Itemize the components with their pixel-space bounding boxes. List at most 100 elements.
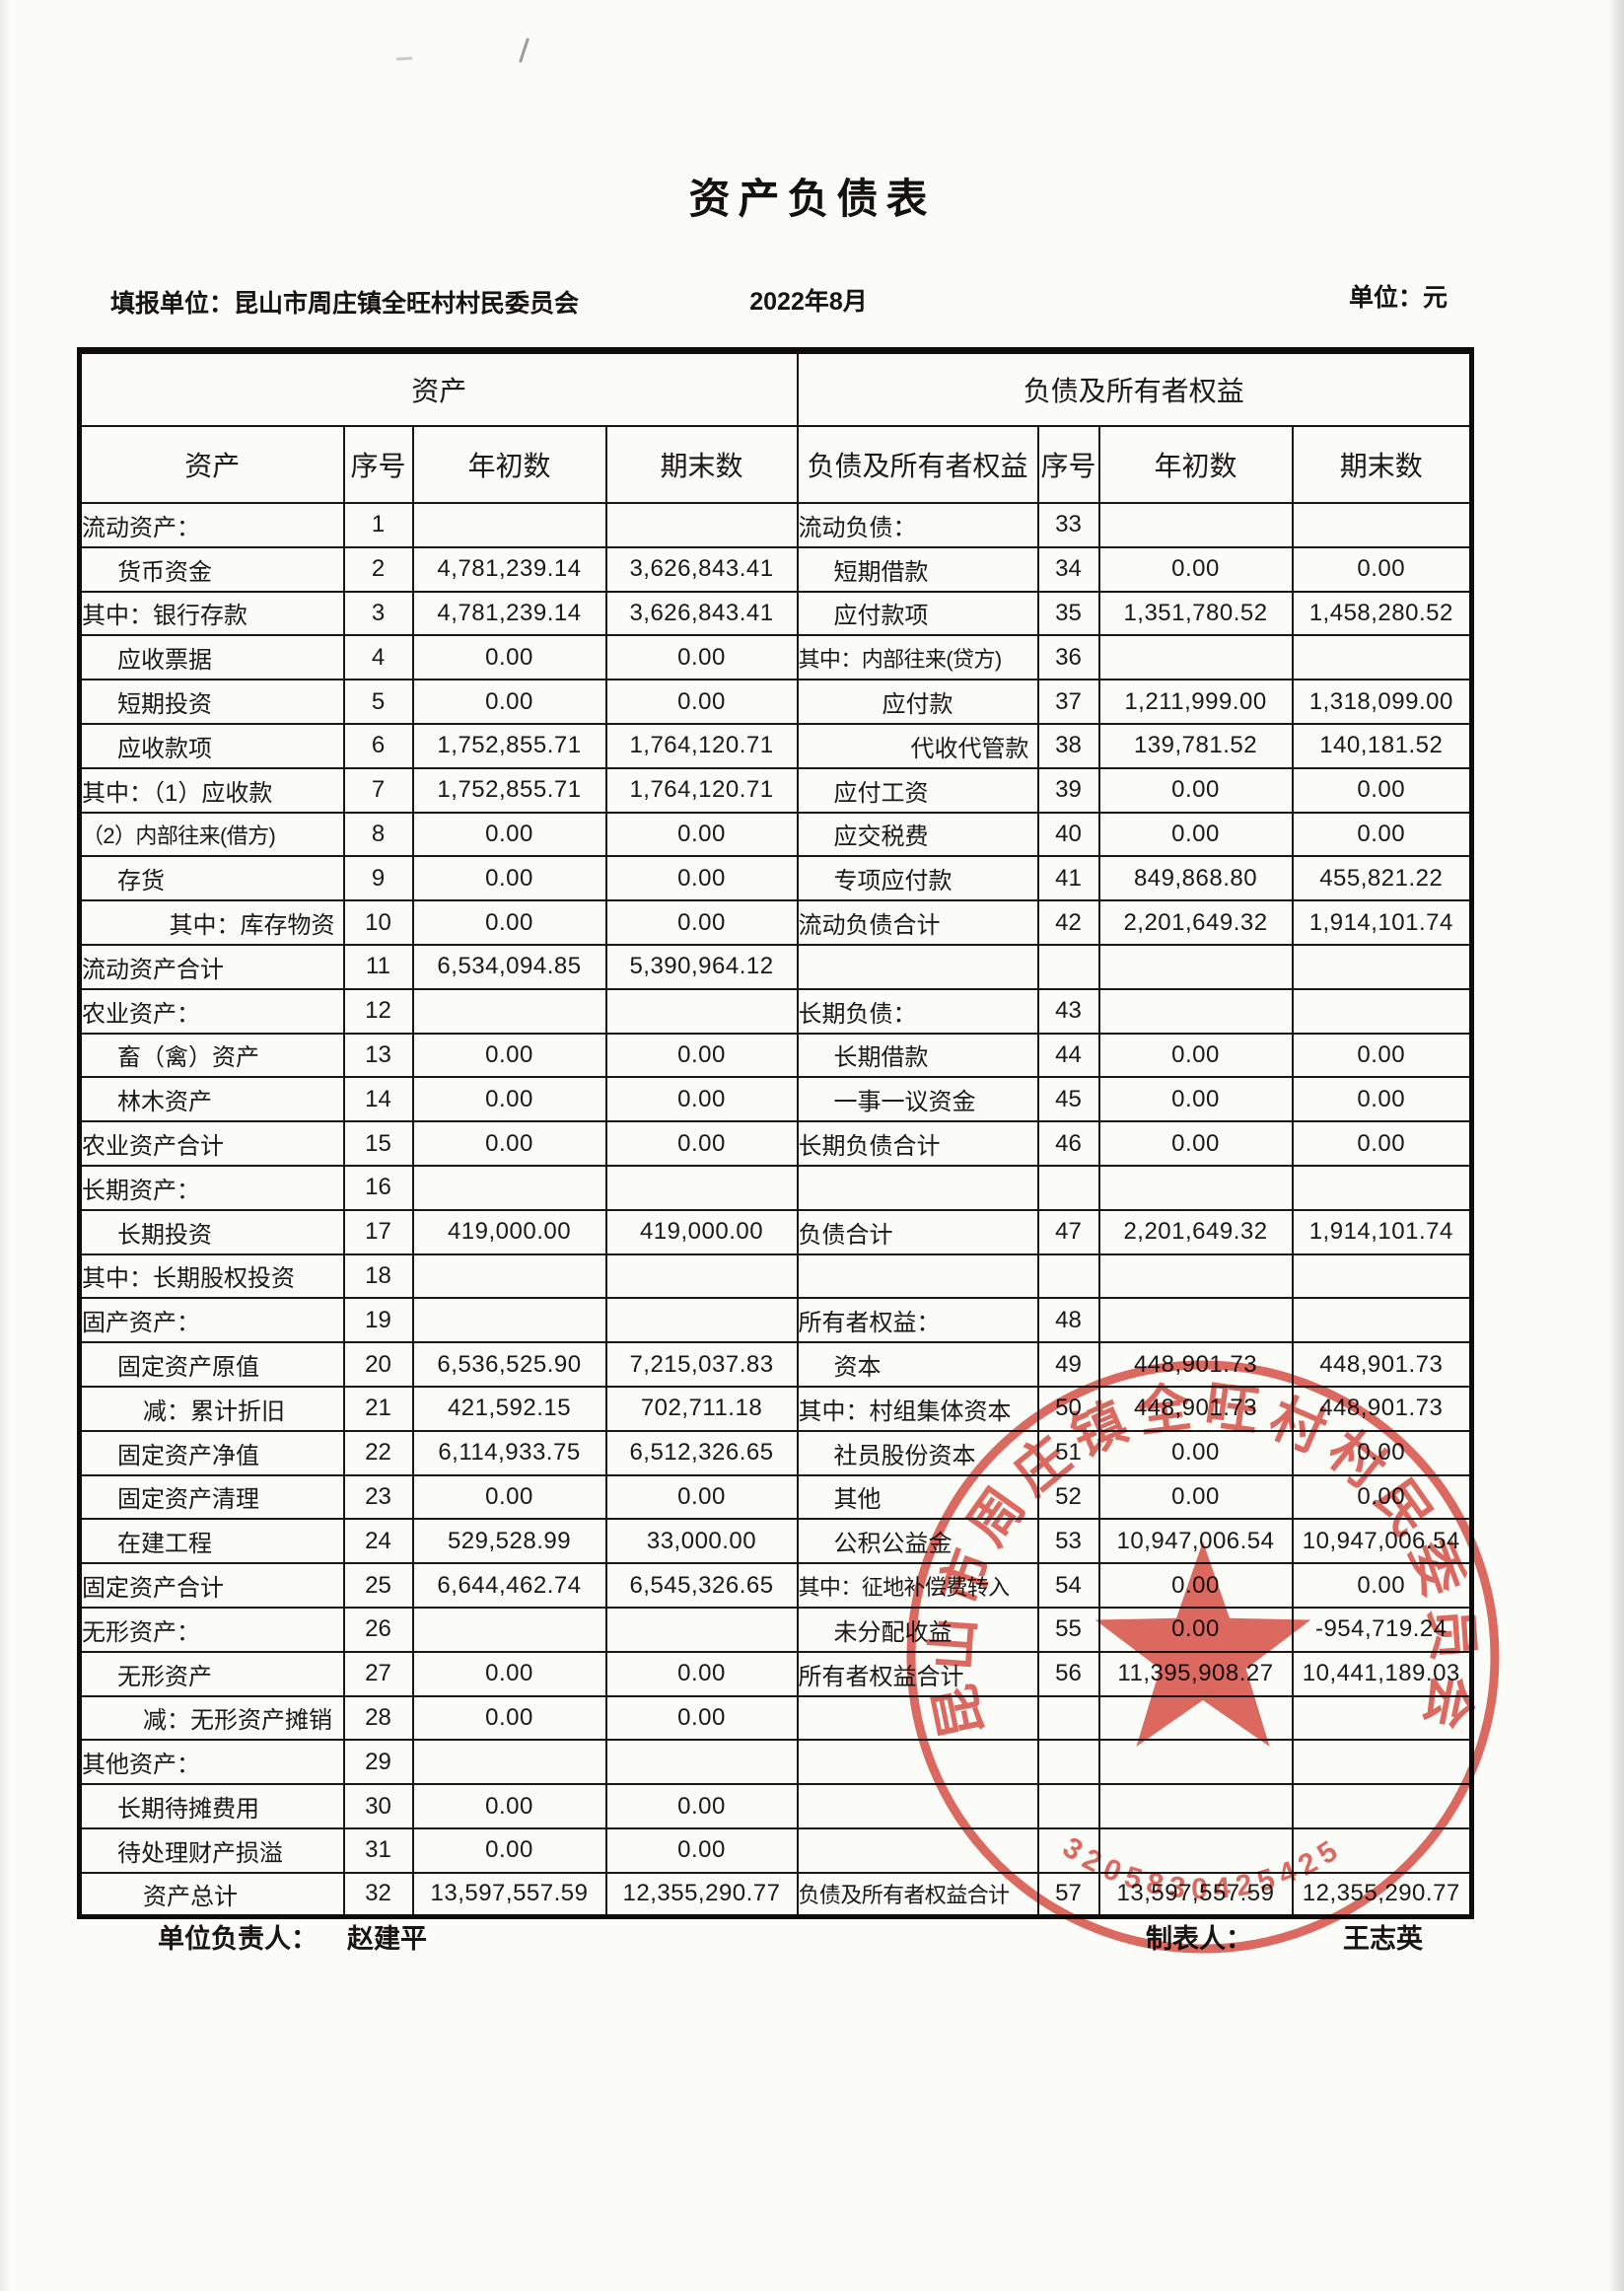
table-row: 流动资产合计 11 6,534,094.85 5,390,964.12: [78, 943, 1473, 990]
row-label: 所有者权益：: [796, 1297, 1039, 1344]
end-value: 0.00: [1291, 545, 1473, 593]
end-value: 0.00: [604, 1120, 799, 1167]
row-label: 应收款项: [78, 722, 345, 769]
row-label: 长期借款: [796, 1032, 1039, 1079]
end-value: [604, 1164, 799, 1211]
page-title: 资产负债表: [688, 176, 936, 222]
row-seq: 17: [342, 1208, 414, 1255]
table-row: 长期投资 17 419,000.00 419,000.00 负债合计 47 2,201,64…: [78, 1208, 1473, 1255]
row-seq: 3: [342, 590, 414, 637]
begin-value: [1097, 1826, 1294, 1874]
end-value: 5,390,964.12: [604, 943, 799, 990]
row-label: 长期资产：: [78, 1164, 345, 1211]
table-row: 短期投资 5 0.00 0.00 应付款 37 1,211,999.00 1,318,099.…: [78, 679, 1473, 725]
begin-value: 448,901.73: [1097, 1385, 1294, 1432]
col-header-seq: 序号: [1036, 425, 1100, 504]
begin-value: 849,868.80: [1097, 855, 1294, 902]
row-label: [796, 943, 1039, 990]
end-value: 455,821.22: [1291, 855, 1473, 902]
col-header-asset: 资产: [78, 425, 345, 504]
row-seq: 32: [342, 1871, 414, 1918]
row-label: 负债及所有者权益合计: [796, 1871, 1039, 1918]
row-seq: 23: [342, 1473, 414, 1521]
row-seq: 53: [1036, 1518, 1100, 1565]
end-value: [1291, 987, 1473, 1035]
table-row: 其他资产： 29: [78, 1739, 1473, 1786]
end-value: 1,914,101.74: [1291, 1208, 1473, 1255]
table-row: 农业资产： 12 长期负债： 43: [78, 987, 1473, 1035]
row-seq: [1036, 943, 1100, 990]
end-value: 702,711.18: [604, 1385, 799, 1432]
scan-artifact: [519, 37, 530, 63]
row-label: 资本: [796, 1341, 1039, 1388]
begin-value: 0.00: [1097, 1032, 1294, 1079]
row-seq: 39: [1036, 766, 1100, 814]
row-label: 其中：内部往来(贷方): [796, 634, 1039, 681]
end-value: [1291, 502, 1473, 548]
begin-value: 0.00: [411, 1694, 607, 1742]
row-label: 货币资金: [78, 545, 345, 593]
row-seq: 30: [342, 1783, 414, 1829]
row-label: 其中：（1）应收款: [78, 766, 345, 814]
end-value: 6,512,326.65: [604, 1429, 799, 1476]
report-subheader: 填报单位：昆山市周庄镇全旺村村民委员会 2022年8月 单位：元: [0, 278, 1624, 318]
row-seq: 31: [342, 1826, 414, 1874]
row-seq: 49: [1036, 1341, 1100, 1388]
row-label: [796, 1164, 1039, 1211]
row-label: 固产资产：: [78, 1297, 345, 1344]
begin-value: 0.00: [1097, 1473, 1294, 1521]
balance-sheet-table: 资产 负债及所有者权益 资产 序号 年初数 期末数 负债及所有者权益 序号 年初…: [77, 347, 1475, 1919]
row-label: 其中：长期股权投资: [78, 1253, 345, 1300]
row-label: 固定资产净值: [78, 1429, 345, 1476]
end-value: 0.00: [1291, 1032, 1473, 1079]
row-seq: 11: [342, 943, 414, 990]
end-value: 1,764,120.71: [604, 722, 799, 769]
row-label: 无形资产：: [78, 1606, 345, 1653]
end-value: 3,626,843.41: [604, 590, 799, 637]
stamp-number: 3205830425425: [1057, 1831, 1349, 1905]
scan-edge-shadow-left: [0, 0, 10, 2291]
row-label: 应付款项: [796, 590, 1039, 637]
row-label: 无形资产: [78, 1650, 345, 1697]
begin-value: 139,781.52: [1097, 722, 1294, 769]
row-seq: 56: [1036, 1650, 1100, 1697]
begin-value: 0.00: [411, 899, 607, 946]
row-seq: 22: [342, 1429, 414, 1476]
row-seq: 21: [342, 1385, 414, 1432]
begin-value: 1,351,780.52: [1097, 590, 1294, 637]
row-label: 其中：银行存款: [78, 590, 345, 637]
end-value: 0.00: [1291, 1076, 1473, 1123]
row-seq: 40: [1036, 811, 1100, 858]
end-value: [1291, 1826, 1473, 1874]
begin-value: [411, 1253, 607, 1300]
row-seq: 5: [342, 679, 414, 725]
end-value: 10,947,006.54: [1291, 1518, 1473, 1565]
row-seq: 16: [342, 1164, 414, 1211]
end-value: [1291, 1164, 1473, 1211]
col-header-end: 期末数: [1291, 425, 1473, 504]
end-value: 0.00: [604, 855, 799, 902]
begin-value: 0.00: [411, 1473, 607, 1521]
row-seq: 20: [342, 1341, 414, 1388]
end-value: [604, 502, 799, 548]
table-row: 应收款项 6 1,752,855.71 1,764,120.71 代收代管款 38 139,…: [78, 722, 1473, 769]
table-row: 固定资产净值 22 6,114,933.75 6,512,326.65 社员股份资本 51…: [78, 1429, 1473, 1476]
begin-value: 6,534,094.85: [411, 943, 607, 990]
row-label: 短期投资: [78, 679, 345, 725]
row-label: [796, 1783, 1039, 1829]
table-row: 在建工程 24 529,528.99 33,000.00 公积公益金 53 10,947,0…: [78, 1518, 1473, 1565]
end-value: [604, 1297, 799, 1344]
row-label: 减：无形资产摊销: [78, 1694, 345, 1742]
row-seq: 34: [1036, 545, 1100, 593]
row-seq: 35: [1036, 590, 1100, 637]
table-row: 固产资产： 19 所有者权益： 48: [78, 1297, 1473, 1344]
row-seq: [1036, 1164, 1100, 1211]
row-label: 畜（禽）资产: [78, 1032, 345, 1079]
table-row: 货币资金 2 4,781,239.14 3,626,843.41 短期借款 34 0.00 0…: [78, 545, 1473, 593]
begin-value: 0.00: [411, 634, 607, 681]
row-seq: 51: [1036, 1429, 1100, 1476]
row-label: 其中：库存物资: [78, 899, 345, 946]
row-label: （2）内部往来(借方): [78, 811, 345, 858]
row-seq: 38: [1036, 722, 1100, 769]
begin-value: 0.00: [411, 1826, 607, 1874]
